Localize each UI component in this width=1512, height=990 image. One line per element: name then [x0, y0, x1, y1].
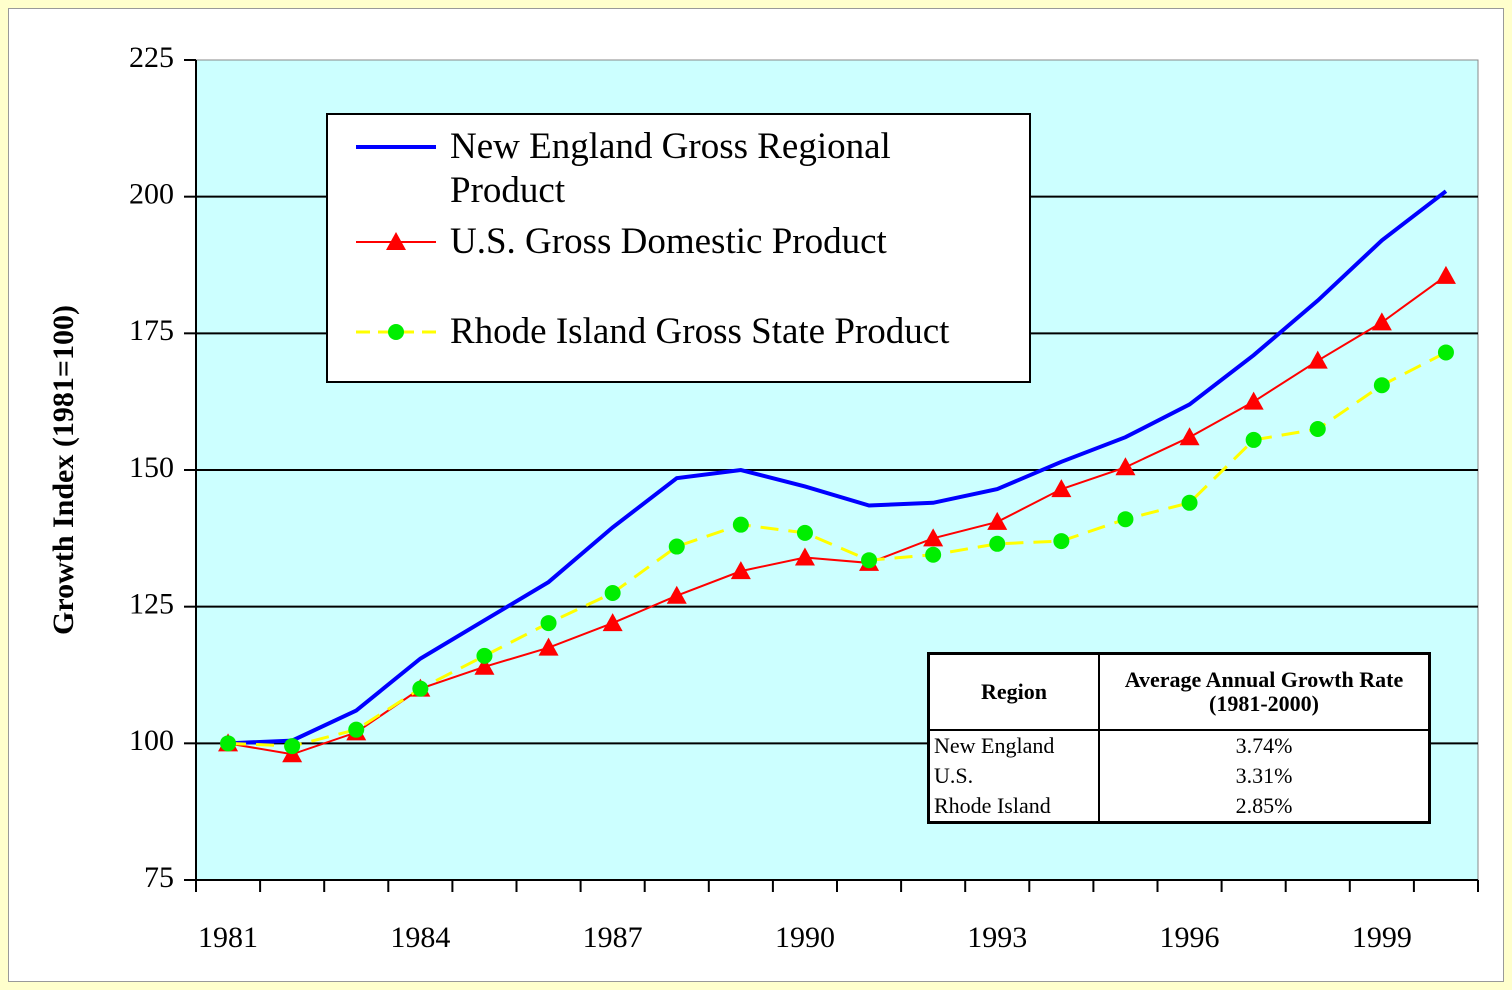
column-header: Average Annual Growth Rate (1981-2000): [1098, 652, 1431, 731]
x-tick-label: 1993: [967, 921, 1027, 954]
legend-marker: [388, 324, 404, 340]
table-cell: 3.31%: [1098, 761, 1430, 791]
x-tick-label: 1987: [583, 921, 643, 954]
table-cell: New England: [934, 733, 1055, 758]
marker: [604, 585, 621, 601]
marker: [1181, 494, 1198, 511]
marker: [1307, 350, 1328, 369]
marker: [476, 647, 493, 664]
series: [227, 189, 1448, 746]
y-tick-label: 175: [129, 314, 174, 347]
marker: [348, 721, 365, 738]
marker: [730, 561, 751, 580]
marker: [1309, 421, 1326, 437]
table-row: U.S. 3.31%: [929, 761, 1430, 791]
marker: [1371, 312, 1392, 331]
marker: [474, 656, 495, 675]
marker: [538, 637, 559, 656]
marker: [1117, 511, 1134, 528]
marker: [1179, 427, 1200, 446]
table-cell: 2.85%: [1098, 791, 1430, 823]
x-tick-label: 1984: [390, 921, 450, 954]
x-tick-label: 1996: [1160, 921, 1220, 954]
marker: [989, 535, 1006, 552]
marker: [1245, 431, 1262, 448]
legend-keys: [356, 145, 436, 340]
legend: New England Gross Regional Product U.S. G…: [326, 113, 1031, 383]
y-tick-label: 225: [129, 41, 174, 74]
marker: [1243, 391, 1264, 410]
table-row: Rhode Island 2.85%: [929, 791, 1430, 823]
table-row: New England 3.74%: [929, 730, 1430, 761]
series: [220, 344, 1454, 755]
x-tick-label: 1999: [1352, 921, 1412, 954]
y-axis-label: Growth Index (1981=100): [47, 305, 80, 635]
series-line: [227, 189, 1448, 746]
y-tick-label: 100: [129, 724, 174, 757]
x-tick-label: 1990: [775, 921, 835, 954]
y-tick-label: 125: [129, 588, 174, 621]
table-cell: Rhode Island: [934, 793, 1051, 818]
marker: [923, 528, 944, 547]
marker: [794, 547, 815, 566]
marker: [1373, 377, 1390, 394]
marker: [284, 738, 301, 755]
marker: [220, 735, 237, 752]
marker: [666, 585, 687, 604]
marker: [1435, 265, 1456, 284]
marker: [1437, 344, 1454, 361]
marker: [861, 552, 878, 569]
table-cell: 3.74%: [1098, 730, 1430, 761]
marker: [1115, 457, 1136, 476]
y-tick-label: 150: [129, 451, 174, 484]
marker: [796, 524, 813, 541]
marker: [668, 538, 685, 555]
marker: [987, 511, 1008, 530]
marker: [540, 615, 557, 632]
marker: [925, 546, 942, 563]
column-header: Region: [927, 652, 1100, 731]
legend-label: U.S. Gross Domestic Product: [450, 221, 887, 262]
y-tick-label: 75: [144, 861, 174, 894]
legend-label: New England Gross Regional Product: [450, 126, 891, 211]
growth-table: Region Average Annual Growth Rate (1981-2…: [927, 652, 1431, 824]
marker: [732, 516, 749, 533]
table-cell: U.S.: [934, 763, 974, 788]
y-tick-label: 200: [129, 178, 174, 211]
marker: [602, 613, 623, 632]
series-line: [227, 275, 1447, 756]
marker: [412, 680, 429, 697]
x-tick-label: 1981: [198, 921, 258, 954]
marker: [1051, 479, 1072, 498]
table-header: Region Average Annual Growth Rate (1981-2…: [927, 652, 1431, 731]
marker: [1053, 533, 1070, 550]
series-line: [227, 351, 1447, 748]
legend-label: Rhode Island Gross State Product: [450, 311, 950, 352]
legend-marker: [386, 232, 406, 250]
